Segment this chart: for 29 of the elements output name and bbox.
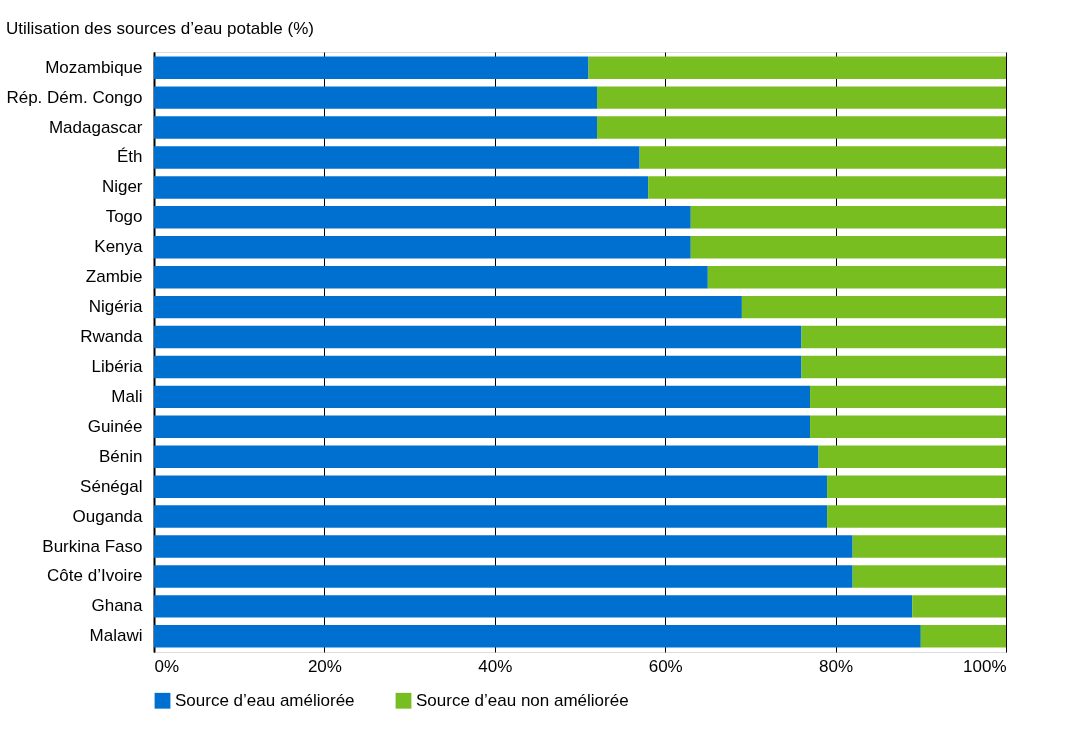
y-tick-label: Ghana [91,596,144,616]
y-tick-label: Bénin [99,446,143,466]
x-tick-label: 40% [478,656,513,676]
y-tick-label: Mali [111,386,143,406]
y-tick-label: Kenya [94,237,144,257]
y-tick-label: Mozambique [45,57,143,77]
y-tick-label: Rép. Dém. Congo [6,87,143,107]
y-tick-label: Libéria [91,356,144,376]
y-tick-label: Burkina Faso [42,536,143,556]
y-tick-label: Ouganda [72,506,144,526]
x-tick-label: 20% [307,656,342,676]
y-tick-label: Sénégal [80,476,143,496]
y-tick-label: Guinée [87,416,143,436]
x-tick-label: 60% [648,656,683,676]
y-tick-label: Rwanda [80,327,144,347]
y-tick-label: Côte d’Ivoire [47,566,143,586]
x-tick-label: 0% [154,656,180,676]
y-tick-label: Niger [101,177,143,197]
x-tick-label: 100% [963,656,1007,676]
legend-label: Source d’eau non améliorée [416,690,629,710]
chart-title: Utilisation des sources d’eau potable (%) [5,19,314,38]
legend-label: Source d’eau améliorée [175,690,355,710]
y-tick-label: Éth [116,147,143,167]
y-tick-label: Malawi [89,626,143,646]
y-tick-label: Zambie [85,267,143,287]
y-tick-label: Nigéria [88,297,144,317]
y-tick-label: Togo [105,207,143,227]
y-tick-label: Madagascar [48,117,143,137]
x-tick-label: 80% [819,656,854,676]
